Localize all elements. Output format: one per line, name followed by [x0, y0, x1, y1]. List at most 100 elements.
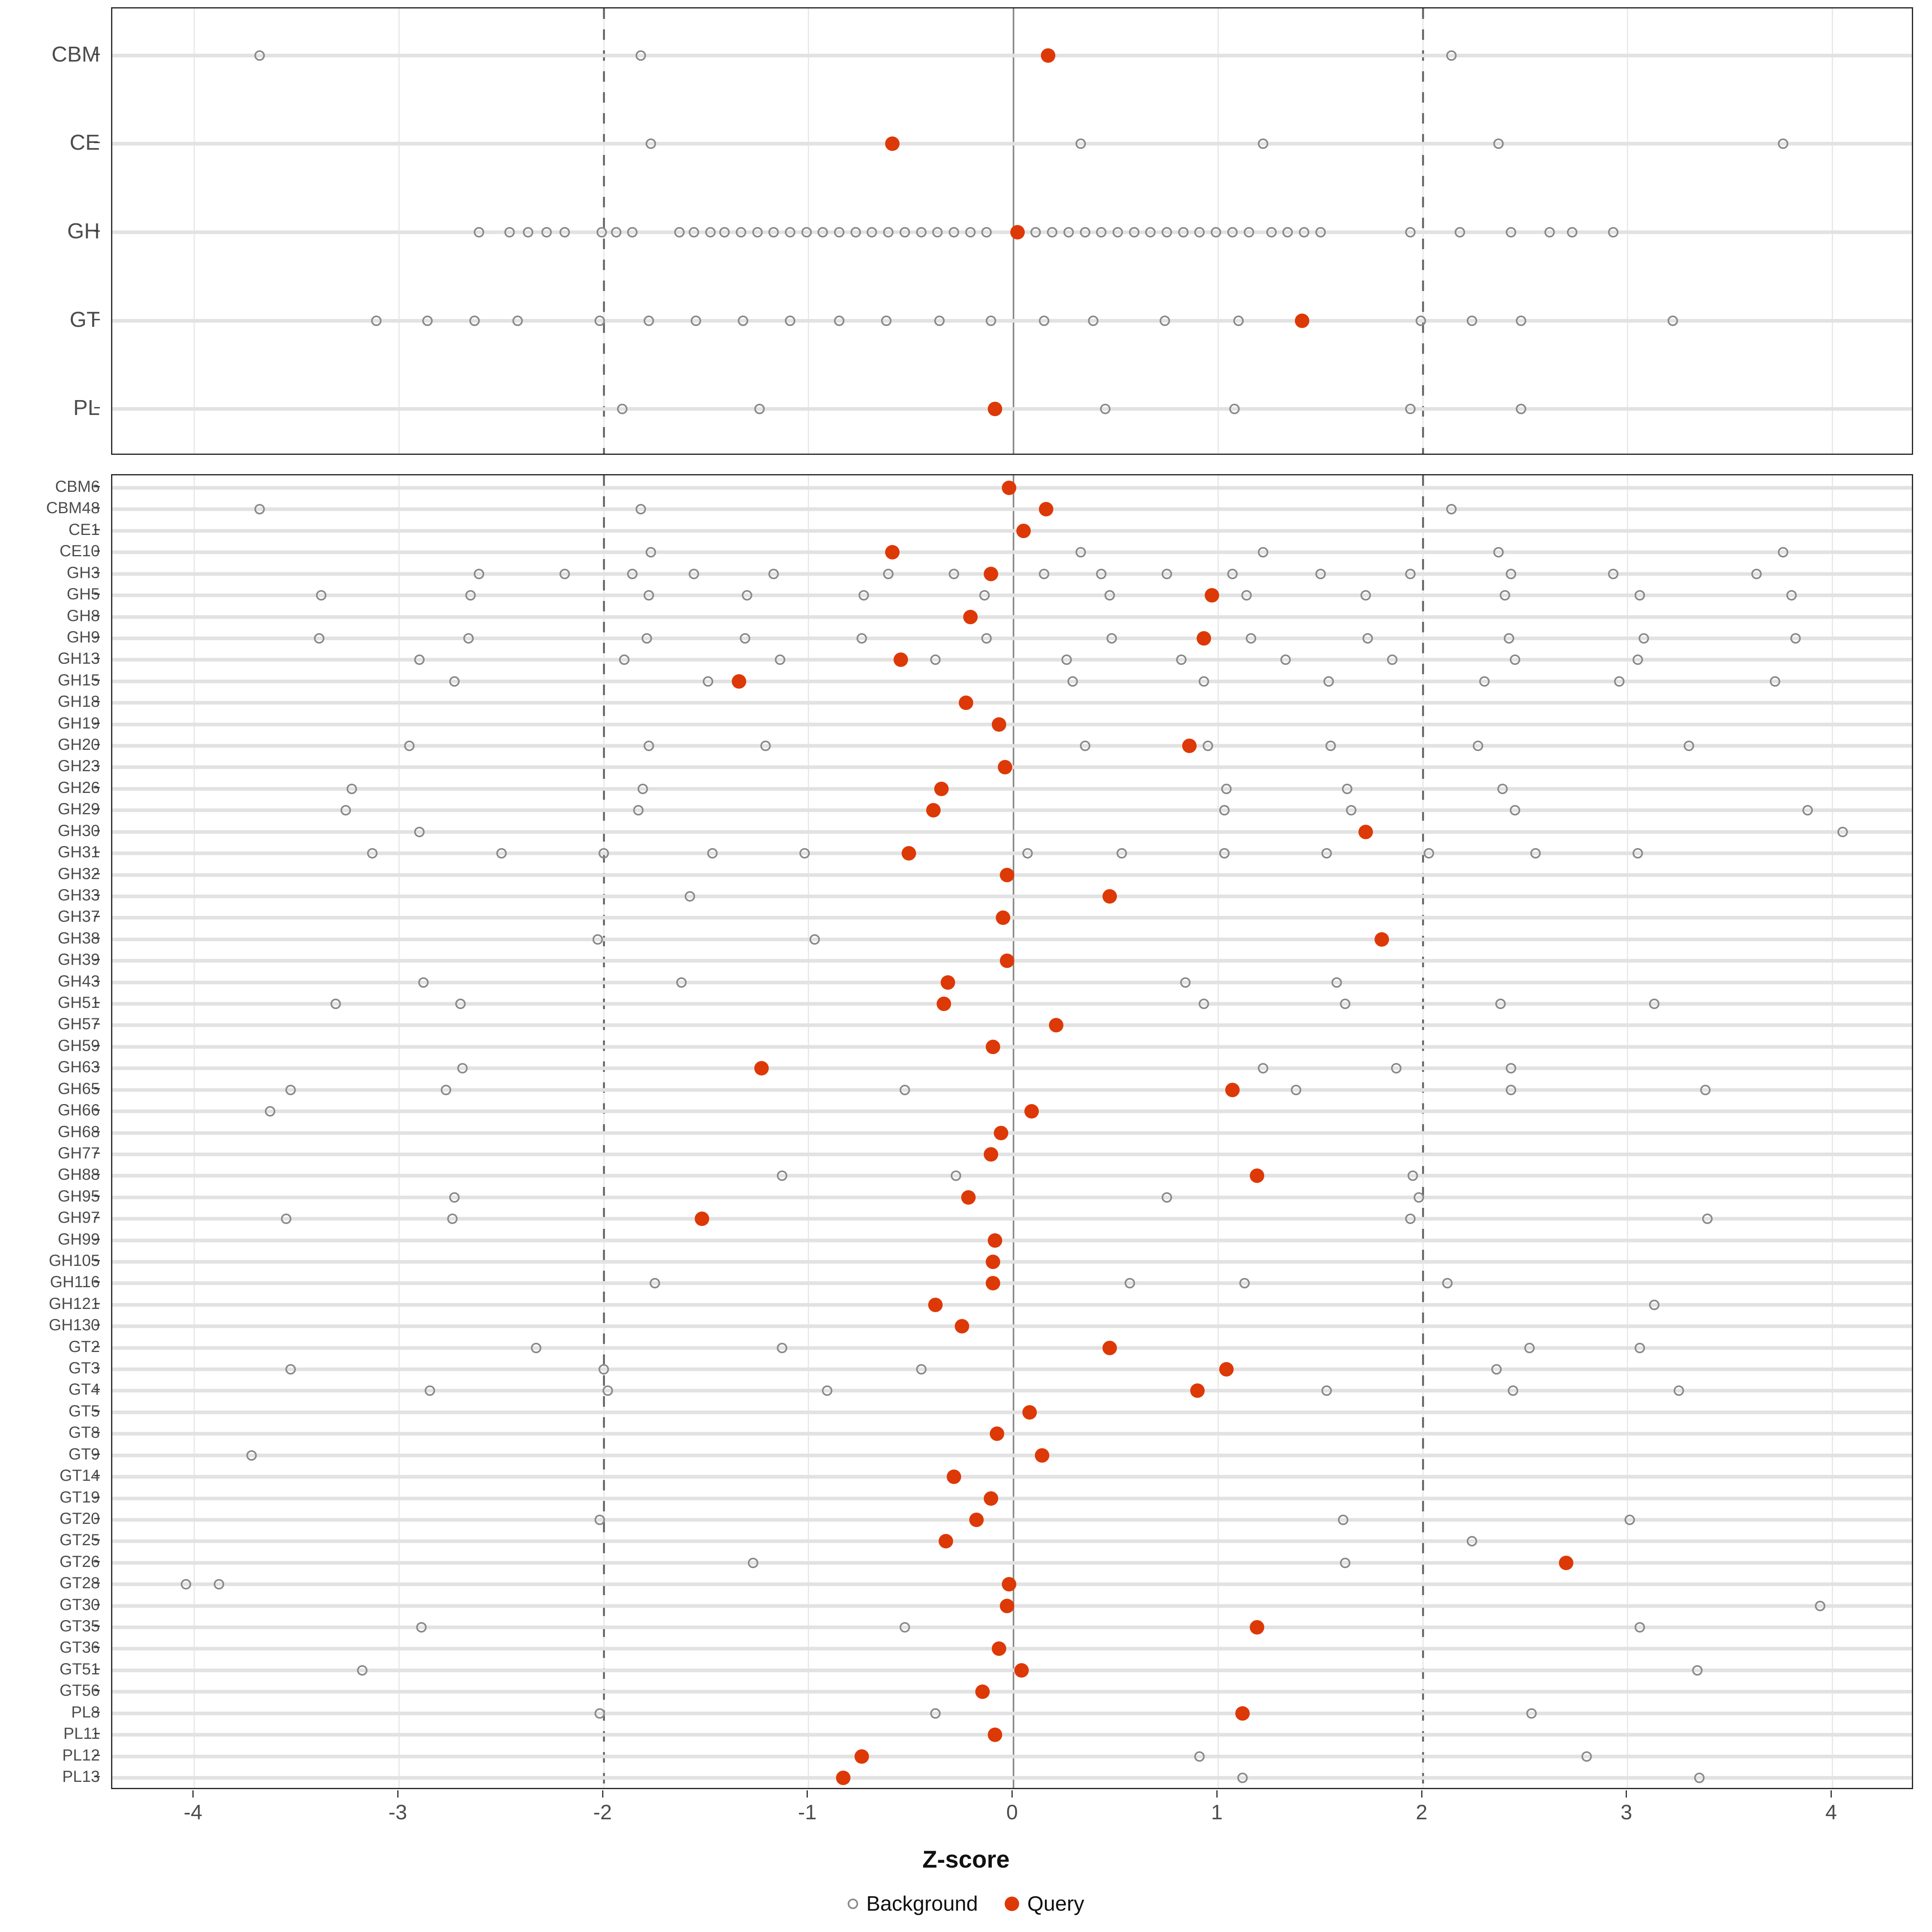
- background-point[interactable]: [285, 1084, 296, 1095]
- background-point[interactable]: [981, 633, 992, 644]
- background-point[interactable]: [592, 934, 603, 945]
- background-point[interactable]: [1194, 1751, 1205, 1762]
- query-point[interactable]: [1102, 889, 1117, 904]
- background-point[interactable]: [981, 227, 992, 237]
- background-point[interactable]: [457, 1063, 468, 1074]
- background-point[interactable]: [1507, 1385, 1518, 1396]
- background-point[interactable]: [768, 227, 779, 237]
- background-point[interactable]: [447, 1214, 458, 1224]
- background-point[interactable]: [776, 1342, 787, 1353]
- background-point[interactable]: [1702, 1214, 1713, 1224]
- background-point[interactable]: [1509, 654, 1520, 665]
- background-point[interactable]: [1495, 999, 1506, 1009]
- query-point[interactable]: [885, 545, 900, 560]
- query-point[interactable]: [1002, 481, 1017, 495]
- background-point[interactable]: [684, 891, 695, 902]
- background-point[interactable]: [934, 315, 945, 326]
- background-point[interactable]: [1227, 568, 1238, 579]
- background-point[interactable]: [1802, 805, 1813, 816]
- query-point[interactable]: [1000, 954, 1015, 968]
- background-point[interactable]: [641, 633, 652, 644]
- background-point[interactable]: [285, 1364, 296, 1375]
- background-point[interactable]: [1075, 547, 1086, 558]
- query-point[interactable]: [991, 717, 1006, 732]
- background-point[interactable]: [643, 741, 654, 751]
- background-point[interactable]: [414, 654, 425, 665]
- query-point[interactable]: [928, 1297, 943, 1312]
- query-point[interactable]: [1014, 1663, 1029, 1678]
- query-point[interactable]: [998, 760, 1013, 775]
- background-point[interactable]: [455, 999, 466, 1009]
- background-point[interactable]: [1405, 404, 1416, 415]
- background-point[interactable]: [859, 590, 869, 601]
- background-point[interactable]: [1790, 633, 1801, 644]
- background-point[interactable]: [627, 227, 638, 237]
- background-point[interactable]: [1258, 1063, 1269, 1074]
- background-point[interactable]: [737, 315, 748, 326]
- background-point[interactable]: [371, 315, 382, 326]
- background-point[interactable]: [463, 633, 474, 644]
- background-point[interactable]: [979, 590, 990, 601]
- background-point[interactable]: [1245, 633, 1256, 644]
- query-point[interactable]: [940, 975, 955, 990]
- query-point[interactable]: [987, 402, 1002, 417]
- background-point[interactable]: [1413, 1192, 1424, 1203]
- query-point[interactable]: [1000, 1598, 1015, 1613]
- background-point[interactable]: [1639, 633, 1649, 644]
- background-point[interactable]: [541, 227, 552, 237]
- query-point[interactable]: [1102, 1340, 1117, 1355]
- background-point[interactable]: [1315, 227, 1326, 237]
- background-point[interactable]: [1581, 1751, 1592, 1762]
- background-point[interactable]: [857, 633, 867, 644]
- query-point[interactable]: [963, 609, 978, 624]
- background-point[interactable]: [504, 227, 515, 237]
- background-point[interactable]: [1321, 1385, 1332, 1396]
- query-point[interactable]: [969, 1512, 984, 1527]
- background-point[interactable]: [774, 654, 785, 665]
- background-point[interactable]: [469, 315, 480, 326]
- background-point[interactable]: [1290, 1084, 1301, 1095]
- background-point[interactable]: [1331, 977, 1342, 988]
- background-point[interactable]: [1505, 1063, 1516, 1074]
- background-point[interactable]: [883, 227, 894, 237]
- background-point[interactable]: [465, 590, 476, 601]
- background-point[interactable]: [1080, 741, 1090, 751]
- query-point[interactable]: [983, 566, 998, 581]
- background-point[interactable]: [559, 568, 570, 579]
- query-point[interactable]: [1225, 1082, 1240, 1097]
- query-point[interactable]: [1559, 1555, 1574, 1570]
- background-point[interactable]: [254, 50, 265, 61]
- background-point[interactable]: [1100, 404, 1111, 415]
- background-point[interactable]: [1530, 848, 1541, 859]
- background-point[interactable]: [948, 568, 959, 579]
- query-point[interactable]: [926, 803, 941, 818]
- background-point[interactable]: [1321, 848, 1332, 859]
- background-point[interactable]: [1624, 1514, 1635, 1525]
- background-point[interactable]: [599, 848, 609, 859]
- query-point[interactable]: [1219, 1362, 1234, 1377]
- query-point[interactable]: [1182, 739, 1197, 753]
- background-point[interactable]: [881, 315, 892, 326]
- query-point[interactable]: [983, 1147, 998, 1162]
- background-point[interactable]: [916, 227, 927, 237]
- background-point[interactable]: [1467, 1536, 1478, 1547]
- background-point[interactable]: [1106, 633, 1117, 644]
- query-point[interactable]: [1235, 1706, 1250, 1721]
- background-point[interactable]: [1198, 999, 1209, 1009]
- background-point[interactable]: [1198, 676, 1209, 687]
- background-point[interactable]: [1673, 1385, 1684, 1396]
- query-point[interactable]: [1375, 932, 1389, 947]
- background-point[interactable]: [1237, 1772, 1248, 1783]
- background-point[interactable]: [599, 1364, 609, 1375]
- background-point[interactable]: [1524, 1342, 1535, 1353]
- background-point[interactable]: [650, 1278, 661, 1289]
- background-point[interactable]: [1505, 227, 1516, 237]
- background-point[interactable]: [1479, 676, 1490, 687]
- background-point[interactable]: [948, 227, 959, 237]
- query-point[interactable]: [1040, 48, 1055, 63]
- background-point[interactable]: [1649, 1299, 1660, 1310]
- query-point[interactable]: [996, 910, 1011, 925]
- background-point[interactable]: [1030, 227, 1041, 237]
- background-point[interactable]: [965, 227, 976, 237]
- background-point[interactable]: [784, 315, 795, 326]
